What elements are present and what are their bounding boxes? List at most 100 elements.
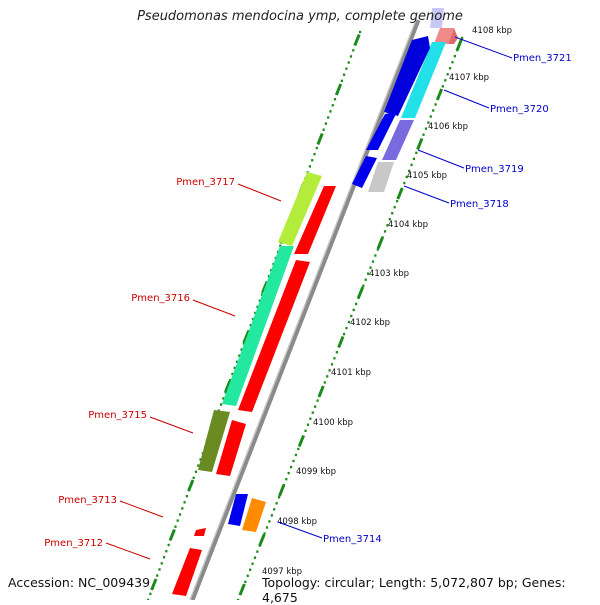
right-guide-dot [292,459,295,463]
left-guide-dot [222,397,225,400]
left-guide-dot [311,159,314,162]
left-guide-dot [331,104,334,107]
left-tick-mark [334,83,343,96]
gene-label-pmen-3717: Pmen_3717 [176,177,235,188]
right-guide-dot [453,54,456,58]
right-guide-dot [273,508,276,511]
gene-pmen-3720-blue [384,36,430,116]
gene-label-pmen-3712: Pmen_3712 [44,538,103,549]
right-tick-mark [455,38,463,52]
right-guide-dot [393,206,396,209]
gene-pmen-3713 [194,528,206,536]
gene-label-pmen-3721: Pmen_3721 [513,53,572,64]
right-guide-dot [258,544,261,547]
right-guide-dot [333,357,336,360]
gene-label-pmen-3714: Pmen_3714 [323,534,382,545]
right-guide-dot [285,477,288,481]
left-guide-dot [308,165,312,168]
right-guide-dot [408,169,411,173]
genome-backbone-highlight [189,19,417,600]
right-tick-mark [435,88,444,101]
right-guide-dot [263,532,266,535]
left-guide-dot [181,507,184,510]
left-guide-dot [156,574,159,577]
right-guide-dot [270,514,273,517]
left-tick-mark [353,33,361,47]
right-guide-dot [403,181,406,185]
gene-pmen-3720 [401,42,446,118]
right-guide-dot [330,363,334,366]
right-guide-dot [376,248,379,251]
right-tick-mark [297,434,305,448]
tick-label-4098: 4098 kbp [277,517,317,527]
left-guide-dot [229,378,232,382]
leader-line-pmen-3713 [119,500,164,518]
genome-summary-text: Topology: circular; Length: 5,072,807 bp… [262,575,566,605]
left-guide-dot [359,30,362,34]
gene-pmen-3717-red [294,186,336,254]
left-guide-dot [254,311,257,315]
genome-backbone [189,19,421,600]
right-guide-dot [405,175,408,179]
right-guide-dot [253,556,257,559]
right-guide-dot [289,465,293,469]
left-guide-dot [199,458,202,461]
gene-pmen-3716 [222,246,294,406]
tick-marks [150,33,463,596]
right-guide-dot [364,278,367,281]
left-guide-dot [340,79,343,83]
left-guide-dot [238,354,241,357]
right-guide-dot [391,212,394,215]
left-guide-dot [322,128,325,131]
right-guide-dot [371,260,375,263]
right-guide-dot [249,568,252,571]
right-guide-dot [461,36,464,40]
left-guide-dot [147,598,150,600]
right-tick-mark [258,533,266,547]
left-guide-dot [349,55,353,58]
tick-label-4106: 4106 kbp [428,122,468,132]
left-guide-dot [260,293,264,296]
right-guide-dot [412,157,416,161]
left-guide-dot [258,299,261,302]
right-guide-dot [362,284,365,287]
left-tick-mark [168,528,176,542]
right-guide-dot [367,272,370,275]
left-guide-dot [178,513,182,516]
tick-label-4104: 4104 kbp [388,220,428,230]
right-guide-dot [265,526,269,529]
right-guide-dot [306,423,310,426]
right-guide-dot [427,121,430,124]
right-tick-mark [396,187,404,200]
right-guide-dot [444,79,447,82]
tick-label-4099: 4099 kbp [296,467,336,477]
map-title: Pseudomonas mendocina ymp, complete geno… [137,9,463,24]
left-tick-mark [242,330,250,344]
right-guide-dot [386,224,389,227]
right-tick-mark [238,583,246,596]
gene-pmen-3712 [172,548,202,596]
right-guide-dot [294,453,298,457]
tick-label-4102: 4102 kbp [350,318,390,328]
left-guide-dot [345,67,348,70]
left-guide-dot [224,391,227,394]
left-guide-dot [160,562,163,565]
left-guide-dot [185,494,188,498]
right-guide-dot [388,218,391,221]
gene-label-pmen-3715: Pmen_3715 [88,410,147,421]
right-guide-dot [335,351,338,354]
left-guide-dot [352,49,355,52]
right-guide-dot [395,199,399,203]
left-guide-dot [347,61,350,64]
left-tick-mark [224,380,232,393]
left-guide-dot [235,360,239,364]
left-guide-dot [183,501,186,504]
left-guide-dot [313,152,316,156]
left-guide-dot [149,592,152,596]
left-guide-dot [197,464,200,467]
leader-line-pmen-3717 [237,183,282,202]
right-guide-dot [415,151,418,155]
right-guide-dot [410,163,413,167]
gene-label-pmen-3718: Pmen_3718 [450,199,509,210]
